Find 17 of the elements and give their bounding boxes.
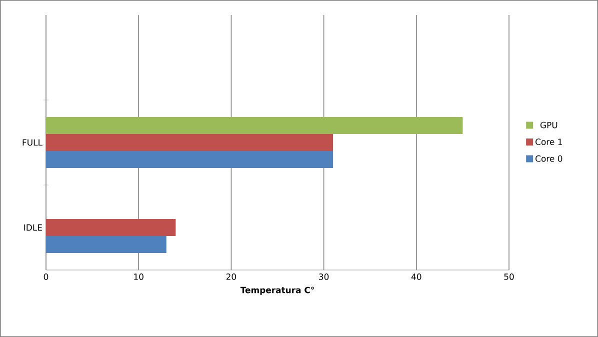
y-tick-label: IDLE	[24, 224, 42, 231]
x-tick-label: 30	[319, 274, 329, 280]
bar	[46, 151, 334, 168]
x-tick-label: 50	[504, 274, 514, 280]
x-tick-label: 20	[226, 274, 236, 280]
bar	[46, 134, 334, 151]
x-tick-label: 0	[44, 274, 48, 280]
x-tick-label: 40	[411, 274, 422, 280]
legend-label: Core 1	[536, 138, 562, 146]
y-tick-label: FULL	[22, 139, 42, 146]
bar	[46, 219, 176, 236]
legend-label: Core 0	[536, 155, 562, 162]
legend-label: GPU	[540, 122, 558, 128]
bar	[46, 117, 463, 134]
bar	[46, 236, 166, 253]
x-tick-label: 10	[134, 274, 144, 280]
x-axis-title: Temperatura C°	[240, 286, 314, 295]
